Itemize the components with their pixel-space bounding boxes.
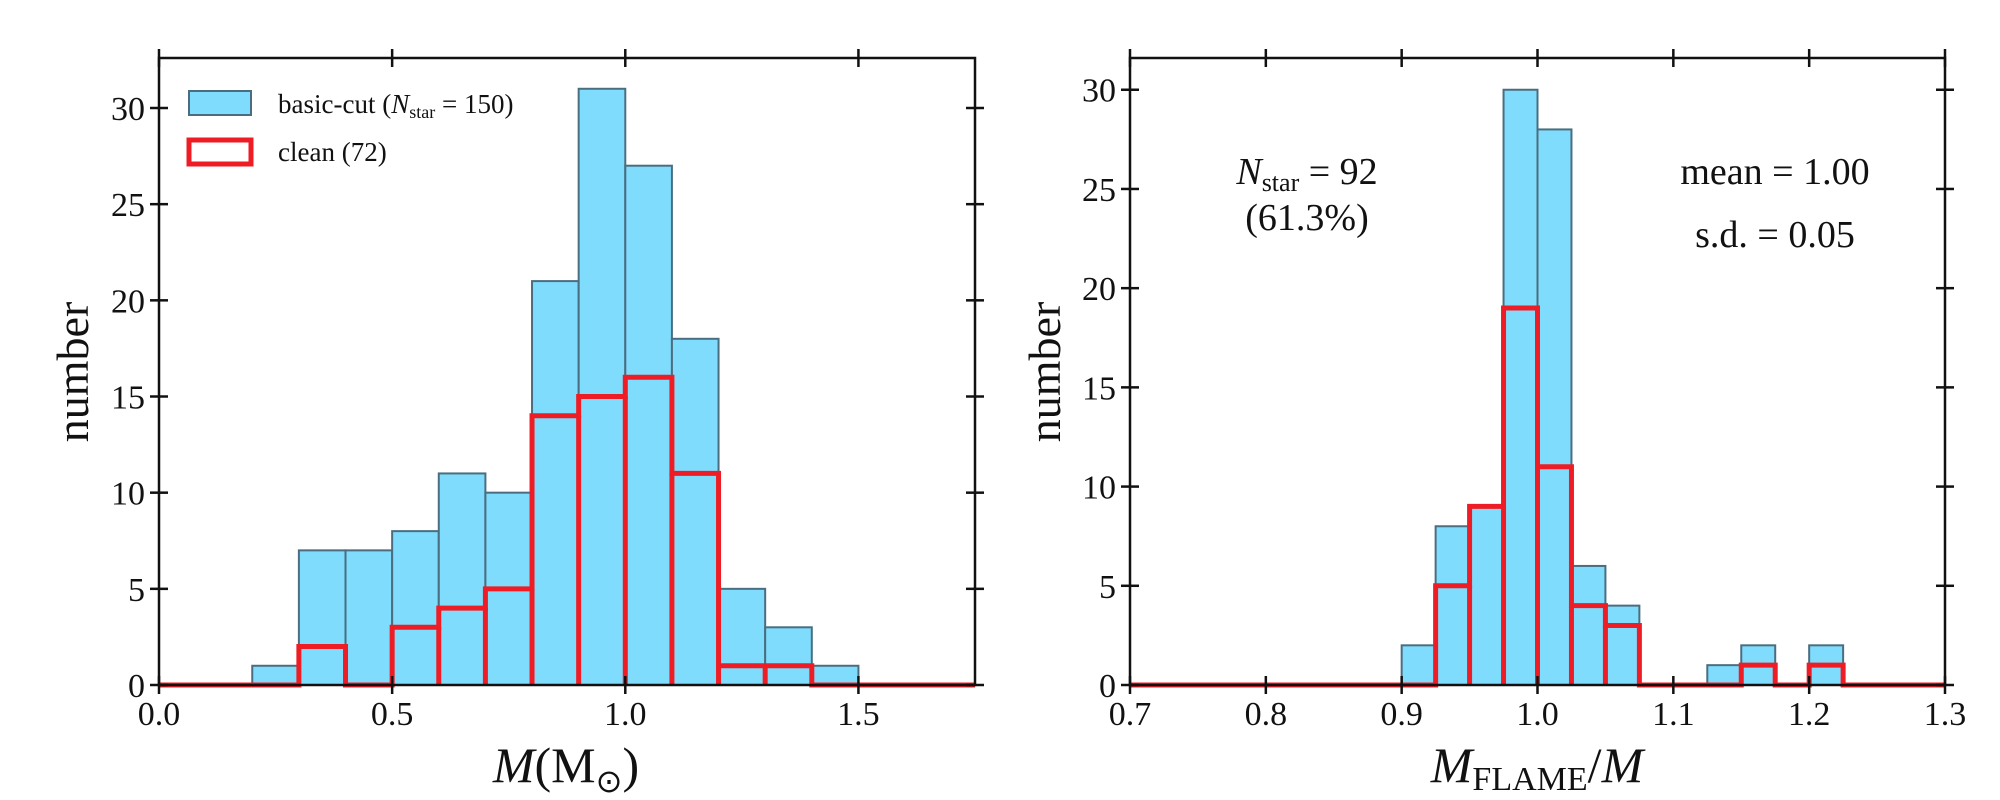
left-histogram-panel: 0.0 0.5 1.0 1.5 0 5 10 15 20 25 30 number M(M⊙) b… (47, 49, 984, 800)
left-x-label-sun: ⊙ (596, 762, 623, 800)
left-basic-cut-bar (297, 549, 347, 686)
right-basic-cut-bar (1570, 564, 1607, 686)
left-basic-cut-bar (717, 587, 767, 686)
left-clean-bars (159, 374, 975, 688)
legend-basic-sub: star (409, 102, 435, 122)
left-plot-frame (157, 56, 977, 687)
right-clean-bars (1130, 305, 1945, 688)
left-x-tick-label: 1.0 (604, 696, 647, 733)
right-axis-ticks (1121, 49, 1954, 694)
nstar-value: = 92 (1299, 151, 1377, 193)
left-y-tick-label: 15 (111, 380, 145, 417)
right-x-axis-label: MFLAME/M (1430, 737, 1646, 798)
right-x-tick-label: 1.3 (1924, 696, 1967, 733)
right-histogram-panel: 0.7 0.8 0.9 1.0 1.1 1.2 1.3 0 5 10 15 20 25 30 numbe… (1019, 49, 1966, 798)
right-y-tick-label: 15 (1082, 370, 1116, 407)
right-x-label-symbol: M (1430, 737, 1475, 793)
nstar-sub: star (1262, 168, 1300, 197)
nstar-annotation: Nstar = 92 (1235, 151, 1377, 197)
left-y-axis-label: number (47, 302, 98, 443)
right-basic-cut-bar (1468, 505, 1505, 686)
left-clean-outline (159, 374, 975, 688)
left-x-tick-label: 0.5 (371, 696, 414, 733)
right-x-tick-label: 0.8 (1245, 696, 1288, 733)
left-x-axis-label: M(M⊙) (492, 737, 639, 800)
left-x-label-close: ) (622, 737, 639, 793)
sd-annotation: s.d. = 0.05 (1695, 214, 1855, 256)
left-y-tick-labels: 0 5 10 15 20 25 30 (111, 91, 145, 705)
legend-basic-n: N (390, 89, 411, 119)
right-x-tick-label: 1.2 (1788, 696, 1831, 733)
left-basic-cut-bar (670, 337, 720, 686)
right-x-label-slash: / (1588, 737, 1602, 793)
left-x-label-symbol: M (492, 737, 537, 793)
right-x-tick-label: 0.7 (1109, 696, 1152, 733)
right-y-tick-labels: 0 5 10 15 20 25 30 (1082, 73, 1116, 705)
left-y-tick-label: 25 (111, 187, 145, 224)
right-basic-cut-bar (1604, 604, 1641, 687)
right-basic-cut-bar (1400, 644, 1437, 687)
left-y-tick-label: 10 (111, 476, 145, 513)
legend-basic-suffix: = 150) (435, 89, 513, 119)
right-basic-cut-bar (1706, 664, 1743, 686)
left-y-tick-label: 20 (111, 283, 145, 320)
left-y-tick-label: 30 (111, 91, 145, 128)
left-basic-cut-bar (391, 530, 440, 686)
left-x-label-unit: (M (535, 737, 596, 793)
right-y-tick-label: 20 (1082, 271, 1116, 308)
nstar-symbol: N (1235, 151, 1264, 193)
left-x-tick-label: 1.5 (837, 696, 880, 733)
left-basic-cut-bar (624, 164, 673, 687)
left-basic-cut-bar (251, 664, 300, 686)
right-x-tick-label: 1.1 (1652, 696, 1695, 733)
left-basic-cut-bar (764, 626, 813, 686)
right-x-tick-label: 1.0 (1516, 696, 1559, 733)
left-y-tick-label: 5 (128, 572, 145, 609)
left-axis-ticks (150, 49, 984, 694)
right-basic-cut-bar (1502, 88, 1539, 687)
right-y-tick-label: 10 (1082, 470, 1116, 507)
nstar-percent-annotation: (61.3%) (1245, 197, 1368, 239)
right-x-label-sub: FLAME (1472, 761, 1587, 798)
left-basic-cut-bar (344, 549, 394, 686)
right-y-tick-label: 25 (1082, 172, 1116, 209)
legend-swatch-basic-cut (188, 90, 252, 116)
right-y-tick-label: 5 (1099, 569, 1116, 606)
right-x-tick-labels: 0.7 0.8 0.9 1.0 1.1 1.2 1.3 (1109, 696, 1967, 733)
legend-label-basic-cut: basic-cut (Nstar = 150) (278, 89, 513, 122)
legend-basic-prefix: basic-cut ( (278, 89, 391, 119)
right-y-tick-label: 30 (1082, 73, 1116, 110)
left-basic-cut-bar (531, 280, 580, 686)
right-y-axis-label: number (1019, 302, 1070, 443)
right-x-label-symbol2: M (1601, 737, 1646, 793)
left-basic-cut-bar (810, 664, 860, 686)
legend-label-clean: clean (72) (278, 137, 387, 167)
right-x-tick-label: 0.9 (1380, 696, 1423, 733)
left-basic-cut-bars (251, 87, 860, 687)
left-x-tick-label: 0.0 (138, 696, 181, 733)
right-basic-cut-bar (1536, 128, 1573, 687)
left-basic-cut-bar (577, 87, 627, 686)
left-y-tick-label: 0 (128, 668, 145, 705)
right-y-tick-label: 0 (1099, 668, 1116, 705)
left-legend: basic-cut (Nstar = 150) clean (72) (186, 89, 513, 167)
mean-annotation: mean = 1.00 (1680, 151, 1869, 193)
right-basic-cut-bar (1434, 525, 1471, 686)
legend-swatch-clean (186, 137, 254, 167)
left-basic-cut-bar (437, 472, 487, 686)
left-x-tick-labels: 0.0 0.5 1.0 1.5 (138, 696, 880, 733)
